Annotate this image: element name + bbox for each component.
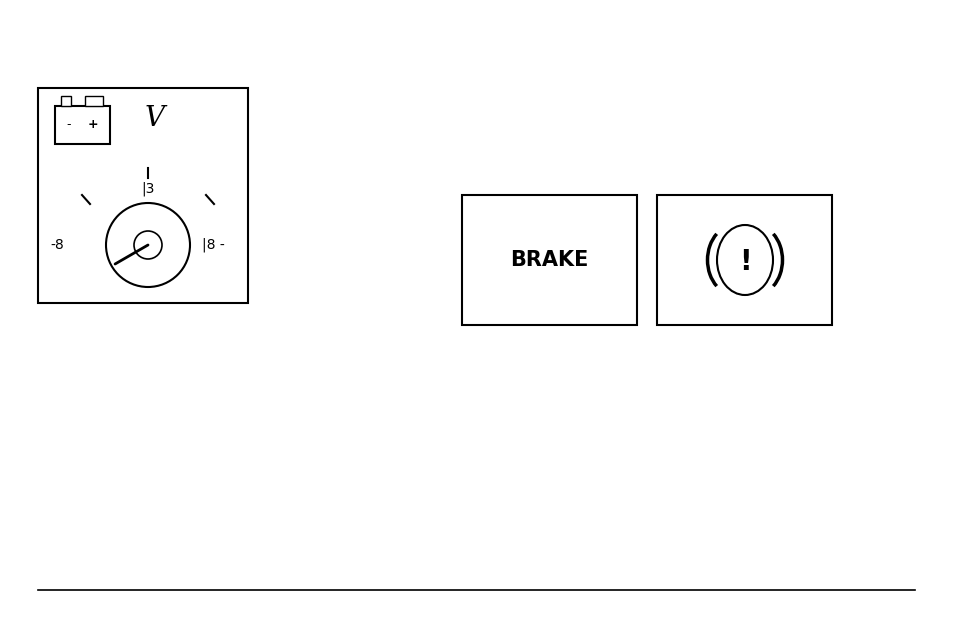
Bar	[38, 88, 248, 303]
Text: +: +	[88, 118, 98, 132]
Bar	[657, 195, 831, 325]
Text: BRAKE: BRAKE	[509, 250, 588, 270]
Text: V: V	[145, 104, 165, 132]
Text: -: -	[67, 118, 71, 132]
Text: !: !	[738, 248, 751, 276]
Text: -8: -8	[50, 238, 64, 252]
Bar	[461, 195, 637, 325]
Ellipse shape	[717, 225, 772, 295]
Text: |8 -: |8 -	[202, 238, 225, 252]
Text: |3: |3	[141, 182, 154, 197]
Circle shape	[133, 231, 162, 259]
Bar	[85, 96, 103, 106]
Circle shape	[106, 203, 190, 287]
Bar	[55, 106, 110, 144]
Bar	[61, 96, 71, 106]
